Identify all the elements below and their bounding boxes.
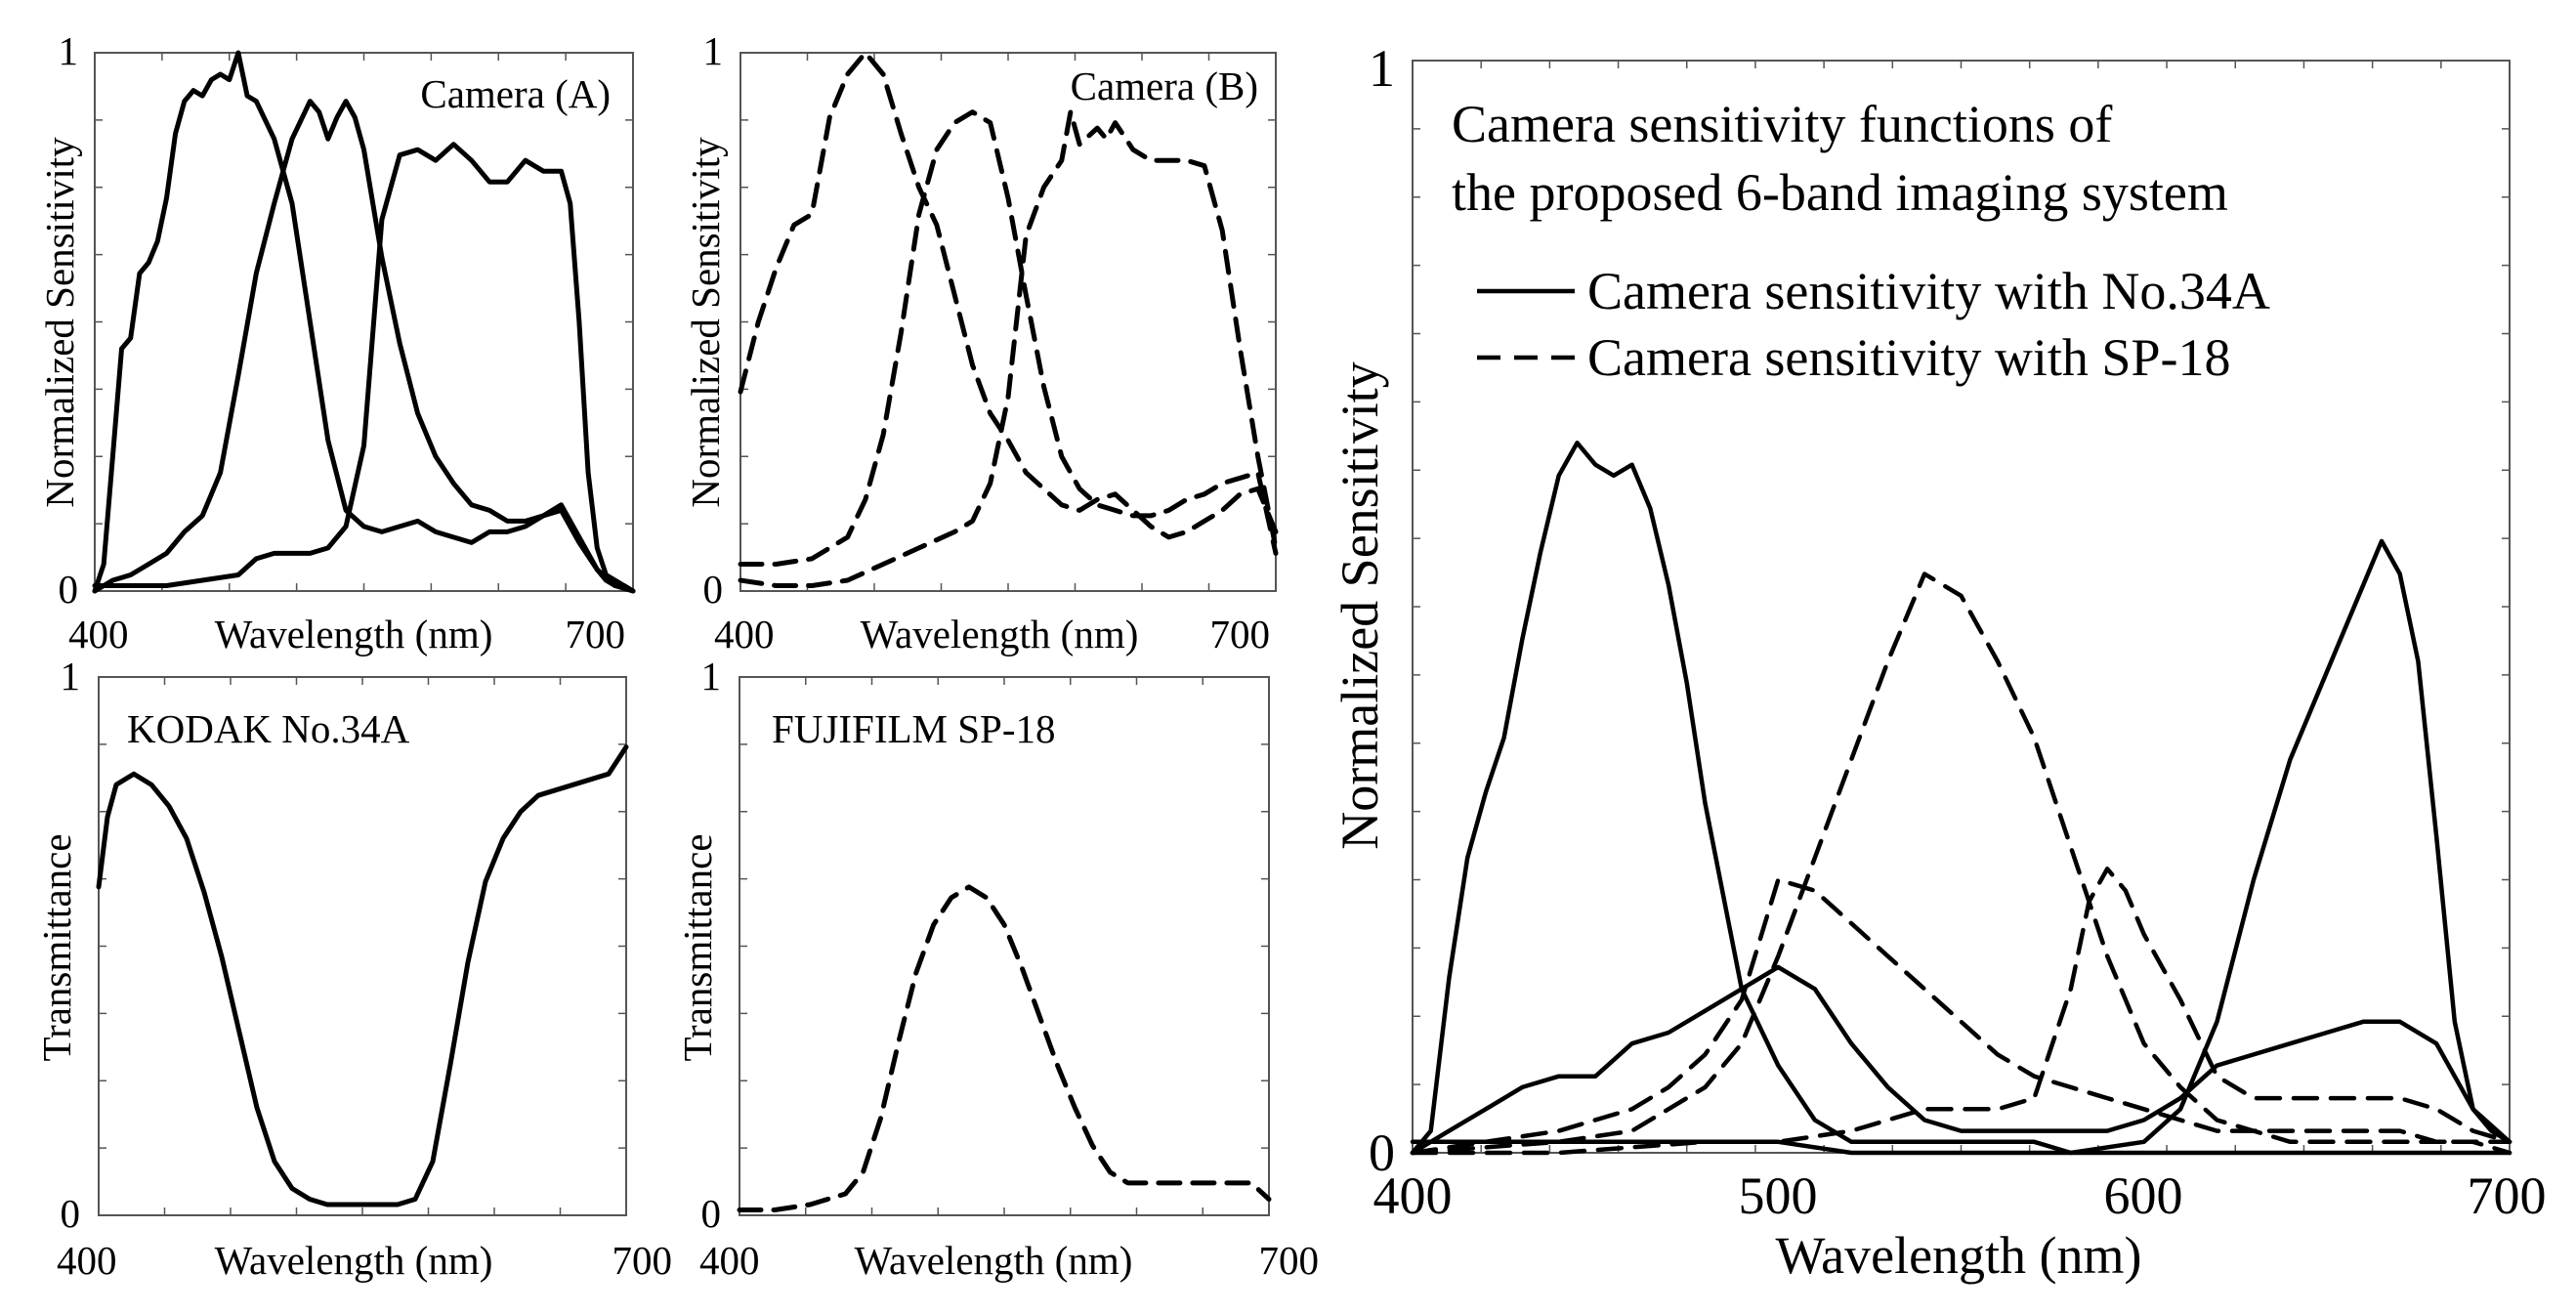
tick-marks bbox=[1413, 61, 2510, 1153]
series-line-blue-channel bbox=[92, 50, 636, 594]
x-tick-label: 500 bbox=[1739, 1166, 1818, 1225]
plot-frame bbox=[739, 676, 1270, 1216]
y-tick-label: 1 bbox=[1369, 39, 1395, 98]
chart-title: FUJIFILM SP-18 bbox=[772, 706, 1055, 751]
x-axis-label: Wavelength (nm) bbox=[855, 1238, 1133, 1283]
x-axis-label: Wavelength (nm) bbox=[215, 612, 493, 656]
chart-fuji: 400 700 0 1 Wavelength (nm) Transmittance FUJI… bbox=[675, 654, 1319, 1283]
series-line-red-channel bbox=[92, 142, 636, 594]
series-line-green-channel bbox=[738, 109, 1279, 567]
chart-title: Camera (A) bbox=[420, 71, 611, 116]
tick-marks bbox=[99, 677, 626, 1215]
x-tick-label: 700 bbox=[612, 1238, 673, 1283]
chart-cam-b: 400 700 0 1 Wavelength (nm) Normalized Sensit… bbox=[683, 28, 1279, 656]
y-tick-label: 0 bbox=[59, 567, 79, 612]
x-tick-label: 400 bbox=[699, 1238, 760, 1283]
series-line-sp-18 bbox=[737, 884, 1272, 1212]
y-axis-label: Transmittance bbox=[675, 833, 720, 1061]
y-tick-label: 1 bbox=[703, 28, 724, 73]
x-tick-label: 400 bbox=[714, 612, 775, 656]
y-tick-label: 1 bbox=[61, 654, 81, 699]
y-axis-label: Normalized Sensitivity bbox=[683, 137, 728, 508]
x-axis-label: Wavelength (nm) bbox=[1775, 1226, 2141, 1285]
plot-frame bbox=[1412, 60, 2511, 1154]
y-axis-label: Normalized Sensitivity bbox=[1330, 361, 1389, 849]
chart-kodak: 400 700 0 1 Wavelength (nm) Transmittance KODA… bbox=[34, 654, 672, 1283]
chart-title: Camera (B) bbox=[1071, 64, 1258, 108]
legend: Camera sensitivity with No.34A Camera sen… bbox=[1477, 262, 2270, 387]
y-tick-label: 1 bbox=[701, 654, 722, 699]
series-line-sp-18-green bbox=[1410, 572, 2513, 1156]
x-tick-label: 700 bbox=[566, 612, 626, 656]
series-line-red-channel bbox=[738, 109, 1279, 588]
chart-title: KODAK No.34A bbox=[127, 706, 410, 751]
x-tick-label: 600 bbox=[2104, 1166, 2183, 1225]
y-tick-label: 0 bbox=[703, 567, 724, 612]
series-line-no-34a bbox=[96, 744, 629, 1207]
y-axis-label: Transmittance bbox=[34, 833, 79, 1061]
x-tick-label: 700 bbox=[1210, 612, 1271, 656]
chart-cam-a: 400 700 0 1 Wavelength (nm) Normalized Sensit… bbox=[37, 28, 636, 656]
legend-label: Camera sensitivity with No.34A bbox=[1587, 262, 2270, 320]
y-tick-label: 0 bbox=[61, 1191, 81, 1236]
chart-combined: 400 500 600 700 0 1 Wavelength (nm) Normalized … bbox=[1330, 39, 2547, 1285]
series-line-green-channel bbox=[92, 99, 636, 594]
x-tick-label: 400 bbox=[57, 1238, 117, 1283]
x-axis-label: Wavelength (nm) bbox=[861, 612, 1139, 656]
legend-label: Camera sensitivity with SP-18 bbox=[1587, 328, 2230, 387]
tick-marks bbox=[740, 53, 1276, 591]
y-tick-label: 0 bbox=[701, 1191, 722, 1236]
chart-title-line: Camera sensitivity functions of bbox=[1452, 95, 2112, 153]
tick-marks bbox=[739, 677, 1269, 1215]
series-line-sp-18-red bbox=[1410, 867, 2513, 1156]
y-axis-label: Normalized Sensitivity bbox=[37, 137, 82, 508]
plot-frame bbox=[739, 52, 1277, 592]
series-line-sp-18-blue bbox=[1410, 877, 2513, 1156]
series-line-no-34a-green bbox=[1410, 964, 2513, 1156]
series-line-blue-channel bbox=[738, 50, 1279, 540]
x-axis-label: Wavelength (nm) bbox=[215, 1238, 493, 1283]
x-tick-label: 400 bbox=[1373, 1166, 1453, 1225]
plot-frame bbox=[98, 676, 627, 1216]
x-tick-label: 700 bbox=[1259, 1238, 1320, 1283]
x-tick-label: 700 bbox=[2468, 1166, 2547, 1225]
x-tick-label: 400 bbox=[68, 612, 129, 656]
y-tick-label: 0 bbox=[1369, 1123, 1395, 1182]
series-line-no-34a-red bbox=[1410, 538, 2513, 1156]
series-line-no-34a-blue bbox=[1410, 441, 2513, 1156]
chart-title-line: the proposed 6-band imaging system bbox=[1452, 163, 2228, 222]
y-tick-label: 1 bbox=[59, 28, 79, 73]
tick-marks bbox=[95, 53, 633, 591]
